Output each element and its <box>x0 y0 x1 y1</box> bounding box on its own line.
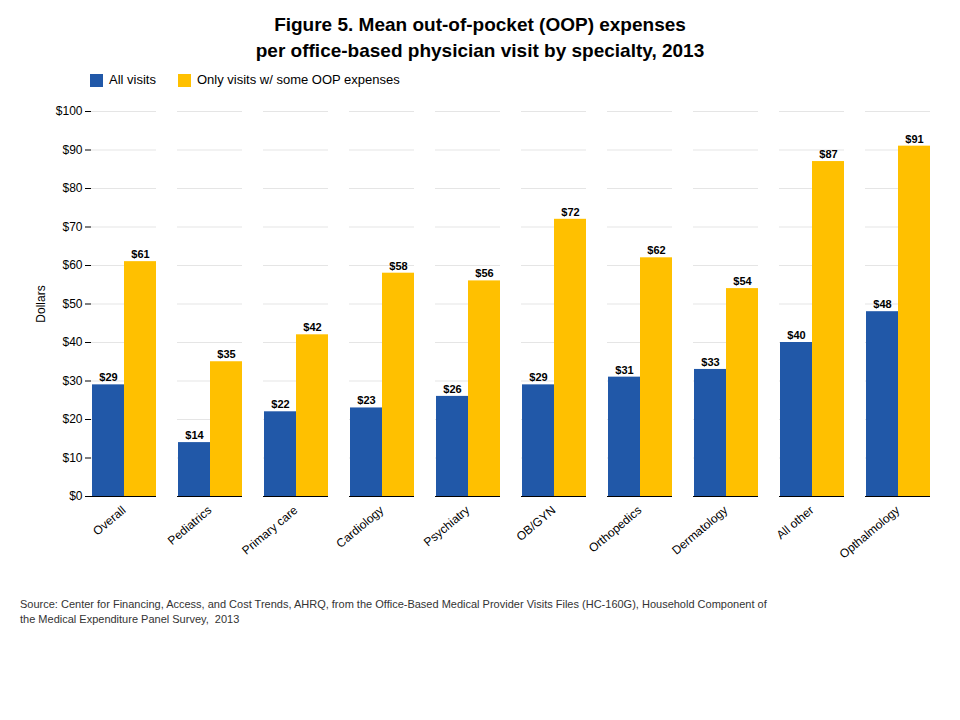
svg-text:$50: $50 <box>62 297 82 311</box>
svg-text:Pediatrics: Pediatrics <box>165 503 214 548</box>
svg-text:$87: $87 <box>819 148 837 160</box>
svg-text:$60: $60 <box>62 258 82 272</box>
svg-text:$54: $54 <box>733 275 752 287</box>
svg-text:$0: $0 <box>69 489 83 503</box>
svg-text:$22: $22 <box>271 398 289 410</box>
html-text:per office-based physician vis: per office-based physician visit by spec… <box>255 40 705 61</box>
svg-text:Psychiatry: Psychiatry <box>421 503 472 549</box>
svg-text:Cardiology: Cardiology <box>333 503 386 551</box>
svg-text:$40: $40 <box>62 335 82 349</box>
svg-text:Primary care: Primary care <box>239 503 300 558</box>
svg-text:$70: $70 <box>62 220 82 234</box>
svg-text:All other: All other <box>774 503 817 542</box>
svg-text:$58: $58 <box>389 260 407 272</box>
svg-text:$56: $56 <box>475 267 493 279</box>
svg-text:Orthopedics: Orthopedics <box>586 503 645 555</box>
html-text:Figure 5. Mean out-of-pocket (: Figure 5. Mean out-of-pocket (OOP) expen… <box>274 14 686 35</box>
svg-text:$80: $80 <box>62 181 82 195</box>
svg-text:$100: $100 <box>56 104 83 118</box>
svg-text:$23: $23 <box>357 395 375 407</box>
svg-text:$42: $42 <box>303 321 321 333</box>
html-text:Source: Center for Financing,: Source: Center for Financing, Access, an… <box>20 598 767 625</box>
svg-text:$40: $40 <box>787 329 805 341</box>
html-text:All visits: All visits <box>109 72 156 87</box>
svg-text:$35: $35 <box>217 348 235 360</box>
svg-text:$26: $26 <box>443 383 461 395</box>
svg-text:$29: $29 <box>99 371 117 383</box>
svg-text:$30: $30 <box>62 374 82 388</box>
svg-text:$48: $48 <box>873 298 891 310</box>
svg-text:OB/GYN: OB/GYN <box>514 503 559 544</box>
svg-text:$33: $33 <box>701 356 719 368</box>
svg-text:$91: $91 <box>905 133 923 145</box>
svg-text:$10: $10 <box>62 451 82 465</box>
svg-text:$61: $61 <box>131 248 149 260</box>
svg-text:$29: $29 <box>529 371 547 383</box>
svg-text:$62: $62 <box>647 244 665 256</box>
svg-text:$20: $20 <box>62 412 82 426</box>
svg-text:Dermatology: Dermatology <box>669 503 730 557</box>
svg-text:$31: $31 <box>615 364 633 376</box>
svg-text:Overall: Overall <box>90 503 128 538</box>
svg-text:$72: $72 <box>561 206 579 218</box>
svg-text:$14: $14 <box>185 429 204 441</box>
svg-text:Dollars: Dollars <box>34 285 48 322</box>
html-text:Only visits w/ some OOP expens: Only visits w/ some OOP expenses <box>197 72 400 87</box>
svg-text:$90: $90 <box>62 143 82 157</box>
svg-text:Opthalmology: Opthalmology <box>837 503 903 561</box>
